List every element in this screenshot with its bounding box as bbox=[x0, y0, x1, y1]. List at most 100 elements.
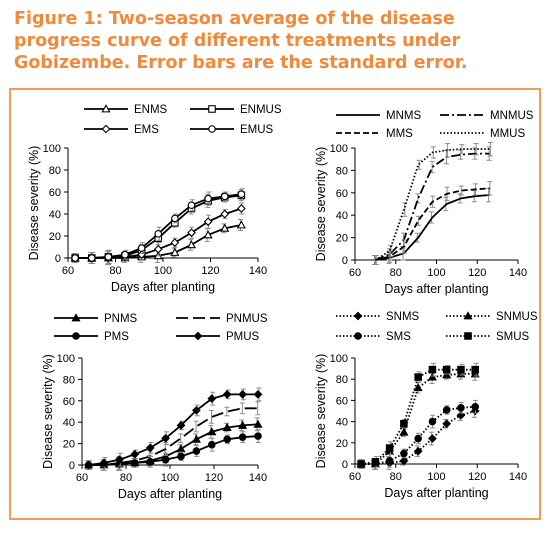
error-bar bbox=[224, 406, 230, 417]
legend-label: SMUS bbox=[496, 331, 530, 343]
data-point bbox=[115, 455, 124, 465]
y-tick-label: 60 bbox=[49, 187, 61, 199]
data-point bbox=[208, 440, 216, 449]
legend-label: PNMS bbox=[104, 313, 138, 325]
figure-title: Figure 1: Two-season average of the dise… bbox=[14, 9, 468, 73]
data-point bbox=[84, 460, 93, 470]
legend-label: MMS bbox=[386, 128, 413, 140]
legend-item-SMUS: SMUS bbox=[446, 331, 530, 343]
x-axis-label: Days after planting bbox=[384, 486, 488, 500]
x-tick-label: 100 bbox=[161, 472, 179, 484]
y-tick-label: 60 bbox=[63, 396, 75, 408]
series-MMS bbox=[373, 181, 493, 265]
data-point bbox=[357, 460, 365, 468]
y-axis-label: Disease severity (%) bbox=[41, 354, 55, 469]
data-point bbox=[428, 365, 437, 374]
legend-item-PMS: PMS bbox=[54, 331, 129, 343]
x-tick-label: 100 bbox=[427, 267, 445, 279]
series-line bbox=[374, 148, 490, 261]
legend-marker bbox=[208, 125, 216, 133]
x-tick-label: 60 bbox=[62, 265, 74, 277]
legend-marker bbox=[72, 332, 80, 340]
legend-label: MNMUS bbox=[490, 110, 534, 122]
x-tick-label: 60 bbox=[349, 267, 361, 279]
legend-marker bbox=[463, 311, 473, 320]
data-point bbox=[186, 240, 197, 249]
y-tick-label: 40 bbox=[336, 417, 348, 429]
data-point bbox=[153, 244, 163, 254]
data-point bbox=[171, 214, 179, 223]
x-tick-label: 80 bbox=[109, 265, 121, 277]
legend-marker bbox=[208, 105, 216, 113]
data-point bbox=[457, 404, 465, 412]
legend-marker bbox=[193, 331, 203, 341]
y-tick-label: 80 bbox=[63, 374, 75, 386]
data-point bbox=[187, 201, 196, 209]
data-point bbox=[254, 432, 262, 440]
legend-item-SNMS: SNMS bbox=[336, 311, 420, 323]
data-point bbox=[371, 458, 380, 466]
data-point bbox=[385, 444, 394, 452]
series-SMS bbox=[357, 399, 480, 470]
legend-label: ENMUS bbox=[240, 104, 282, 116]
series-line bbox=[88, 407, 258, 466]
legend-label: PMS bbox=[104, 331, 129, 343]
data-point bbox=[428, 417, 437, 426]
y-tick-label: 40 bbox=[63, 417, 75, 429]
legend-label: SMS bbox=[386, 331, 411, 343]
data-point bbox=[442, 406, 451, 414]
x-tick-label: 120 bbox=[201, 265, 219, 277]
chart-panel-1: 0 20 40 60 80 100 60 80 100 120 140 Days after plan… bbox=[27, 104, 282, 294]
series-line bbox=[375, 187, 490, 261]
legend-label: EMS bbox=[134, 124, 159, 136]
y-tick-label: 100 bbox=[43, 143, 61, 155]
y-axis-label: Disease severity (%) bbox=[314, 354, 328, 469]
legend-label: SNMUS bbox=[496, 311, 538, 323]
data-point bbox=[99, 458, 109, 468]
x-axis-label: Days after planting bbox=[118, 487, 222, 501]
series-line bbox=[360, 368, 476, 465]
y-axis-label: Disease severity (%) bbox=[27, 146, 41, 261]
legend-label: PMUS bbox=[226, 331, 260, 343]
series-EMUS bbox=[71, 188, 246, 264]
error-bar bbox=[209, 409, 214, 424]
data-point bbox=[442, 365, 451, 374]
legend-label: MMUS bbox=[490, 128, 525, 140]
y-tick-label: 0 bbox=[69, 460, 75, 472]
data-point bbox=[104, 253, 113, 261]
x-tick-label: 80 bbox=[390, 471, 402, 483]
y-tick-label: 40 bbox=[336, 210, 348, 222]
data-point bbox=[238, 420, 248, 429]
error-bar bbox=[239, 402, 245, 415]
data-point bbox=[236, 204, 246, 213]
data-point bbox=[414, 373, 422, 381]
data-point bbox=[442, 419, 452, 429]
legend: ENMS ENMUS EMS EMUS bbox=[84, 104, 282, 136]
legend-item-SMS: SMS bbox=[336, 331, 411, 343]
error-bar bbox=[416, 159, 422, 170]
error-bar bbox=[193, 420, 199, 433]
x-axis-label: Days after planting bbox=[111, 280, 215, 294]
data-point bbox=[470, 369, 480, 378]
x-tick-label: 140 bbox=[249, 265, 267, 277]
legend-label: SNMS bbox=[386, 311, 420, 323]
data-point bbox=[161, 433, 170, 443]
series-PMS bbox=[84, 429, 262, 471]
legend-label: EMUS bbox=[240, 124, 274, 136]
x-tick-label: 120 bbox=[205, 472, 223, 484]
data-point bbox=[399, 427, 409, 436]
x-tick-label: 100 bbox=[154, 265, 172, 277]
data-point bbox=[137, 244, 146, 252]
error-bar bbox=[458, 185, 464, 196]
data-point bbox=[428, 434, 437, 443]
x-tick-label: 140 bbox=[509, 471, 527, 483]
legend-marker bbox=[353, 311, 363, 321]
legend-marker bbox=[101, 124, 111, 134]
data-point bbox=[192, 406, 201, 415]
error-bar bbox=[388, 244, 394, 258]
y-tick-label: 20 bbox=[336, 438, 348, 450]
y-tick-label: 60 bbox=[336, 188, 348, 200]
data-point bbox=[161, 455, 170, 464]
error-bar bbox=[415, 215, 421, 226]
legend-marker bbox=[354, 332, 362, 340]
